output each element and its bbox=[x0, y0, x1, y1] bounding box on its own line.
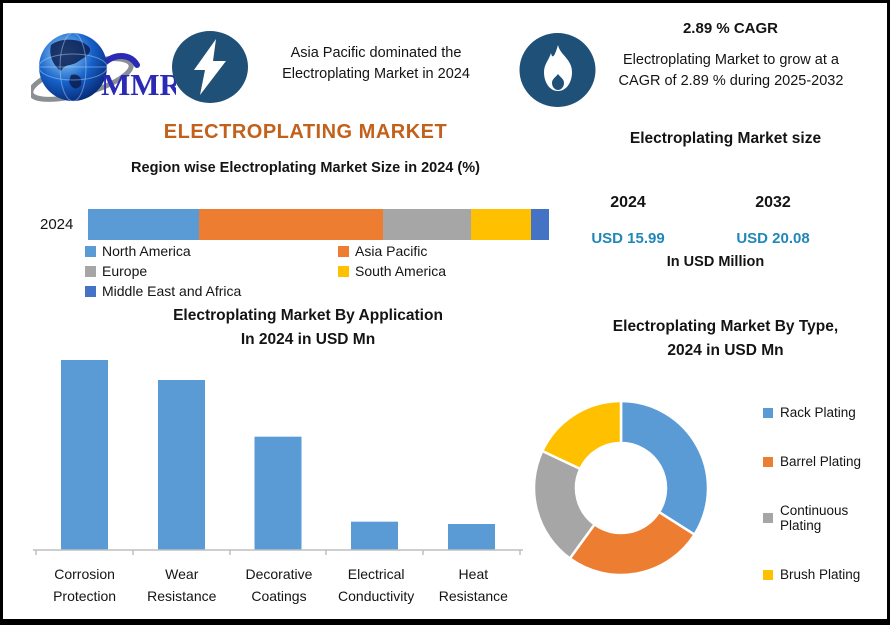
market-size-value-2032: USD 20.08 bbox=[736, 230, 810, 247]
region-chart-title: Region wise Electroplating Market Size i… bbox=[131, 160, 480, 176]
legend-label: North America bbox=[102, 243, 191, 259]
legend-item-middle-east-africa: Middle East and Africa bbox=[85, 283, 338, 299]
type-donut-chart bbox=[532, 399, 710, 577]
legend-swatch-icon bbox=[763, 456, 773, 467]
logo-globe-icon bbox=[38, 32, 108, 102]
legend-swatch-icon bbox=[85, 285, 96, 297]
donut-slice bbox=[619, 399, 710, 537]
legend-item-barrel-plating: Barrel Plating bbox=[763, 454, 887, 469]
legend-label: Asia Pacific bbox=[355, 243, 428, 259]
legend-label: Brush Plating bbox=[780, 567, 861, 582]
type-chart-title-line-2: 2024 in USD Mn bbox=[667, 342, 784, 359]
logo-wordmark: MMR bbox=[101, 67, 176, 102]
market-size-year-2024: 2024 bbox=[610, 194, 646, 211]
legend-swatch-icon bbox=[85, 245, 96, 257]
market-size-unit-note: In USD Million bbox=[666, 254, 765, 270]
application-x-axis-labels: Corrosion Protection Wear Resistance Decorat… bbox=[36, 563, 522, 607]
bar bbox=[254, 436, 302, 550]
legend-item-south-america: South America bbox=[338, 263, 555, 279]
legend-label: Europe bbox=[102, 263, 148, 279]
cagr-desc-line-2: CAGR of 2.89 % during 2025-2032 bbox=[618, 73, 844, 89]
application-chart-title-line-1: Electroplating Market By Application bbox=[173, 307, 443, 324]
x-axis-label: Corrosion Protection bbox=[53, 566, 117, 604]
donut-slice bbox=[568, 510, 697, 577]
callout-asia-pacific: Asia Pacific dominated the Electroplatin… bbox=[255, 43, 497, 85]
type-chart-title-line-1: Electroplating Market By Type, bbox=[612, 318, 839, 335]
market-size-year-2032: 2032 bbox=[755, 194, 791, 211]
x-axis-label: Wear Resistance bbox=[147, 566, 217, 604]
legend-label: Barrel Plating bbox=[780, 454, 862, 469]
legend-item-brush-plating: Brush Plating bbox=[763, 567, 887, 582]
page-title: ELECTROPLATING MARKET bbox=[163, 121, 448, 143]
legend-item-north-america: North America bbox=[85, 243, 338, 259]
application-chart-title: Electroplating Market By Application In … bbox=[33, 304, 583, 352]
stacked-segment bbox=[383, 209, 471, 240]
stacked-segment bbox=[470, 209, 531, 240]
legend-item-europe: Europe bbox=[85, 263, 338, 279]
callout-line-1: Asia Pacific dominated the bbox=[290, 45, 462, 61]
legend-label: Rack Plating bbox=[780, 405, 856, 420]
region-chart-year-label: 2024 bbox=[40, 216, 74, 233]
legend-swatch-icon bbox=[763, 569, 773, 580]
cagr-description: Electroplating Market to grow at a CAGR … bbox=[599, 50, 863, 92]
legend-item-rack-plating: Rack Plating bbox=[763, 405, 887, 420]
x-axis-label: Decorative Coatings bbox=[245, 566, 313, 604]
legend-swatch-icon bbox=[763, 407, 773, 418]
cagr-desc-line-1: Electroplating Market to grow at a bbox=[623, 52, 839, 68]
legend-label: Middle East and Africa bbox=[102, 283, 242, 299]
legend-swatch-icon bbox=[763, 513, 773, 523]
donut-slice bbox=[540, 399, 623, 471]
bar bbox=[158, 380, 205, 550]
flame-icon bbox=[519, 33, 596, 107]
type-legend: Rack Plating Barrel Plating Continuous P… bbox=[763, 405, 887, 616]
bar bbox=[351, 521, 398, 550]
legend-label: Continuous Plating bbox=[780, 503, 849, 533]
legend-swatch-icon bbox=[85, 265, 96, 277]
region-stacked-bar bbox=[88, 209, 549, 240]
region-legend: North America Asia Pacific Europe South … bbox=[85, 243, 555, 299]
legend-item-continuous-plating: Continuous Plating bbox=[763, 503, 887, 533]
stacked-segment bbox=[88, 209, 199, 240]
legend-swatch-icon bbox=[338, 265, 349, 277]
legend-swatch-icon bbox=[338, 245, 349, 257]
type-chart-title: Electroplating Market By Type, 2024 in U… bbox=[578, 315, 873, 363]
market-size-value-2024: USD 15.99 bbox=[591, 230, 665, 247]
bar bbox=[448, 524, 495, 550]
application-bar-chart bbox=[33, 360, 523, 555]
lightning-bolt-icon bbox=[172, 31, 248, 103]
stacked-segment bbox=[198, 209, 384, 240]
callout-line-2: Electroplating Market in 2024 bbox=[282, 66, 470, 82]
market-size-heading: Electroplating Market size bbox=[629, 130, 822, 147]
bar bbox=[61, 360, 108, 550]
x-axis-label: Electrical Conductivity bbox=[338, 566, 415, 604]
legend-item-asia-pacific: Asia Pacific bbox=[338, 243, 555, 259]
x-axis-label: Heat Resistance bbox=[438, 566, 508, 604]
legend-label: South America bbox=[355, 263, 447, 279]
stacked-segment bbox=[530, 209, 549, 240]
mmr-logo: MMR bbox=[31, 32, 176, 102]
application-chart-title-line-2: In 2024 in USD Mn bbox=[240, 331, 376, 348]
cagr-headline: 2.89 % CAGR bbox=[682, 20, 779, 37]
